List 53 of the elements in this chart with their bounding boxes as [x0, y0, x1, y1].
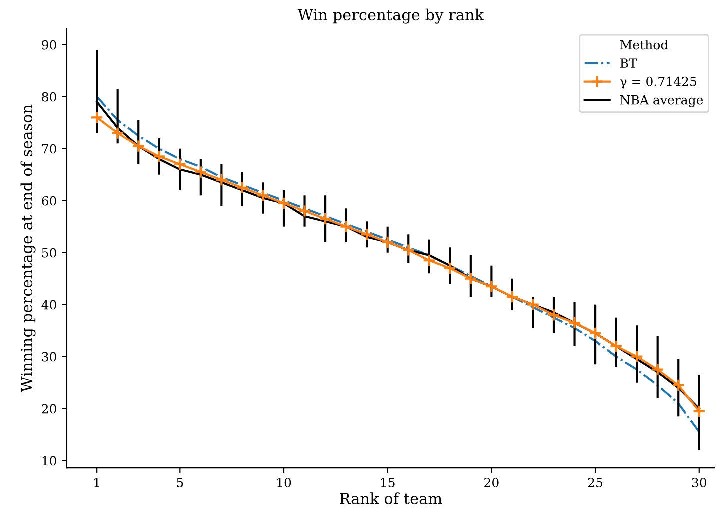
point	[174, 158, 187, 172]
point	[651, 363, 664, 376]
x-tick-label: 15	[381, 478, 395, 488]
point	[215, 173, 228, 187]
y-tick-label: 30	[42, 352, 56, 362]
legend-label: NBA average	[620, 95, 704, 108]
y-tick-label: 90	[42, 40, 56, 50]
point	[568, 316, 582, 330]
y-tick-label: 70	[42, 144, 56, 154]
point	[485, 280, 498, 294]
point	[340, 220, 353, 234]
x-tick-label: 30	[692, 478, 707, 488]
point	[444, 262, 457, 276]
point	[132, 140, 146, 153]
point	[506, 290, 520, 304]
point	[464, 272, 478, 286]
y-tick-label: 80	[42, 92, 56, 102]
point	[692, 404, 706, 418]
point	[610, 340, 623, 354]
point	[402, 244, 416, 257]
chart-title: Win percentage by rank	[298, 8, 484, 24]
y-tick-label: 10	[42, 456, 56, 466]
y-axis-title: Winning percentage at end of season	[20, 104, 36, 392]
point	[194, 166, 208, 179]
point	[236, 181, 250, 194]
point	[422, 254, 436, 268]
x-tick-label: 20	[484, 478, 499, 488]
legend-label: γ = 0.71425	[620, 76, 696, 89]
point	[298, 204, 312, 218]
y-tick-label: 50	[42, 248, 56, 258]
point	[90, 111, 104, 124]
point	[526, 298, 540, 312]
point	[672, 378, 686, 392]
y-tick-label: 60	[42, 196, 56, 206]
y-tick-label: 40	[42, 300, 56, 310]
point	[256, 189, 270, 202]
x-tick-label: 10	[278, 478, 292, 488]
point	[381, 236, 394, 250]
legend-title: Method	[620, 40, 668, 50]
point	[111, 126, 124, 140]
point	[318, 212, 332, 226]
point	[630, 350, 644, 364]
legend-label: BT	[620, 58, 638, 68]
point	[152, 150, 166, 164]
x-tick-label: 5	[177, 478, 184, 488]
x-tick-label: 1	[94, 478, 100, 488]
point	[277, 196, 291, 210]
point	[360, 228, 374, 242]
point	[547, 308, 561, 322]
x-axis-title: Rank of team	[340, 492, 442, 505]
y-tick-label: 20	[42, 404, 56, 414]
x-tick-label: 25	[588, 478, 603, 488]
point	[588, 326, 602, 340]
